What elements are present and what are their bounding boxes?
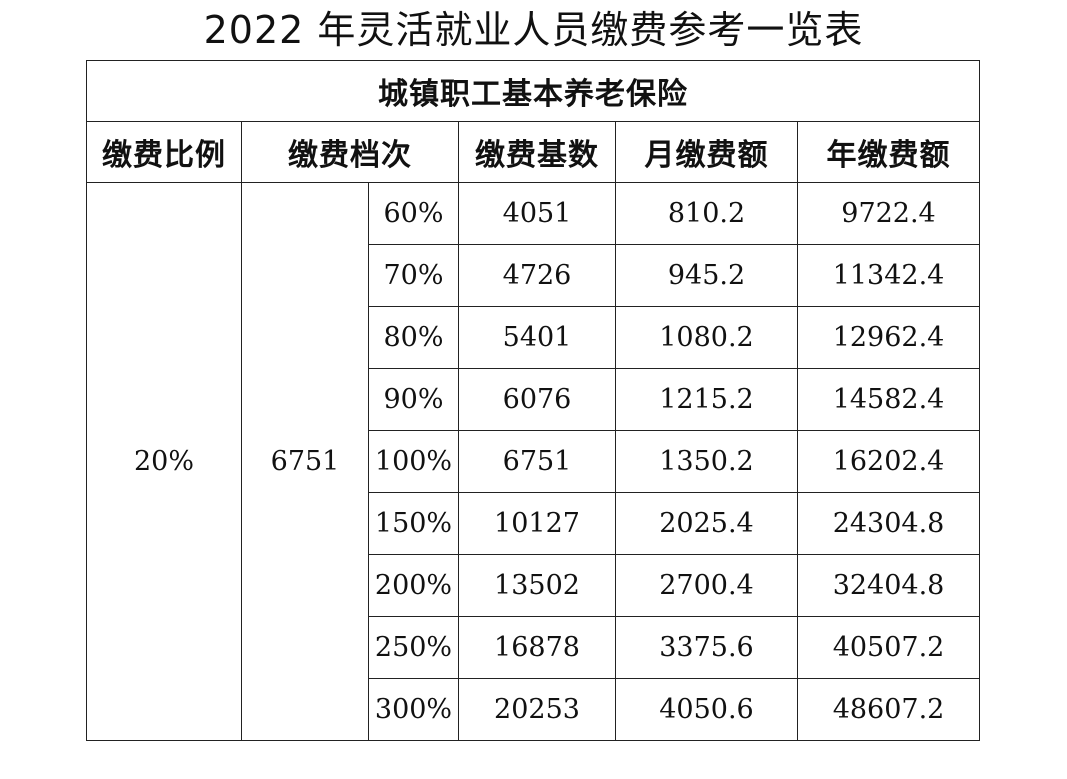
annual-cell: 9722.4: [796, 182, 981, 245]
monthly-cell: 1080.2: [615, 306, 798, 369]
table-row: 90% 6076 1215.2 14582.4: [87, 368, 981, 431]
grade-percent-cell: 300%: [368, 678, 459, 741]
annual-cell: 14582.4: [796, 368, 981, 431]
annual-cell: 40507.2: [796, 616, 981, 679]
base-cell: 10127: [458, 492, 616, 555]
table-row: 200% 13502 2700.4 32404.8: [87, 554, 981, 617]
base-cell: 13502: [458, 554, 616, 617]
header-annual: 年缴费额: [796, 121, 981, 183]
grade-base-cell: 6751: [241, 182, 369, 741]
grade-percent-cell: 90%: [368, 368, 459, 431]
annual-cell: 12962.4: [796, 306, 981, 369]
ratio-cell: 20%: [86, 182, 242, 741]
page-title: 2022 年灵活就业人员缴费参考一览表: [203, 8, 864, 52]
header-base: 缴费基数: [458, 121, 616, 183]
grade-percent-cell: 250%: [368, 616, 459, 679]
base-cell: 6751: [458, 430, 616, 493]
monthly-cell: 945.2: [615, 244, 798, 307]
contribution-table: 城镇职工基本养老保险 缴费比例 缴费档次 缴费基数 月缴费额 年缴费额 20% 6…: [85, 60, 981, 741]
base-cell: 5401: [458, 306, 616, 369]
base-cell: 4726: [458, 244, 616, 307]
monthly-cell: 810.2: [615, 182, 798, 245]
annual-cell: 48607.2: [796, 678, 981, 741]
table-row: 20% 6751 60% 4051 810.2 9722.4: [86, 182, 981, 741]
table-row: 100% 6751 1350.2 16202.4: [87, 430, 981, 493]
grade-percent-cell: 100%: [368, 430, 459, 493]
monthly-cell: 2025.4: [615, 492, 798, 555]
table-caption: 城镇职工基本养老保险: [85, 60, 981, 122]
grade-percent-cell: 60%: [368, 182, 459, 245]
monthly-cell: 1215.2: [615, 368, 798, 431]
header-grade: 缴费档次: [241, 121, 459, 183]
monthly-cell: 2700.4: [615, 554, 798, 617]
annual-cell: 32404.8: [796, 554, 981, 617]
monthly-cell: 4050.6: [615, 678, 798, 741]
header-monthly: 月缴费额: [615, 121, 798, 183]
base-cell: 6076: [458, 368, 616, 431]
annual-cell: 11342.4: [796, 244, 981, 307]
grade-percent-cell: 80%: [368, 306, 459, 369]
annual-cell: 24304.8: [796, 492, 981, 555]
table-row: 300% 20253 4050.6 48607.2: [87, 678, 981, 741]
grade-percent-cell: 70%: [368, 244, 459, 307]
base-cell: 16878: [458, 616, 616, 679]
base-cell: 20253: [458, 678, 616, 741]
base-cell: 4051: [458, 182, 616, 245]
annual-cell: 16202.4: [796, 430, 981, 493]
header-ratio: 缴费比例: [86, 121, 242, 183]
monthly-cell: 3375.6: [615, 616, 798, 679]
grade-percent-cell: 200%: [368, 554, 459, 617]
table-row: 150% 10127 2025.4 24304.8: [87, 492, 981, 555]
table-row: 250% 16878 3375.6 40507.2: [87, 616, 981, 679]
monthly-cell: 1350.2: [615, 430, 798, 493]
grade-percent-cell: 150%: [368, 492, 459, 555]
